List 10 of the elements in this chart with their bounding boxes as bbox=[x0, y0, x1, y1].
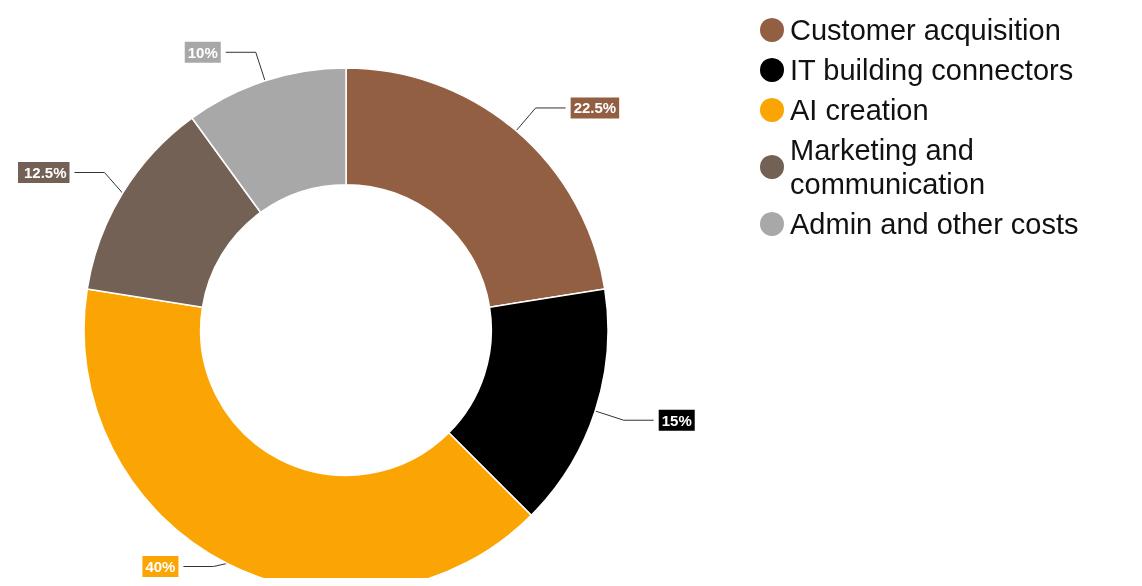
data-label: 15% bbox=[661, 411, 692, 429]
legend-label: Customer acquisition bbox=[790, 14, 1061, 46]
legend-label: IT building connectors bbox=[790, 54, 1074, 86]
data-label: 22.5% bbox=[573, 99, 617, 117]
legend-label: AI creation bbox=[790, 94, 929, 126]
data-label: 12.5% bbox=[23, 164, 67, 182]
data-label: 40% bbox=[145, 558, 176, 575]
data-label: 10% bbox=[187, 43, 218, 61]
legend-label: Marketing and communication bbox=[790, 134, 986, 200]
legend-label: Admin and other costs bbox=[790, 208, 1079, 240]
